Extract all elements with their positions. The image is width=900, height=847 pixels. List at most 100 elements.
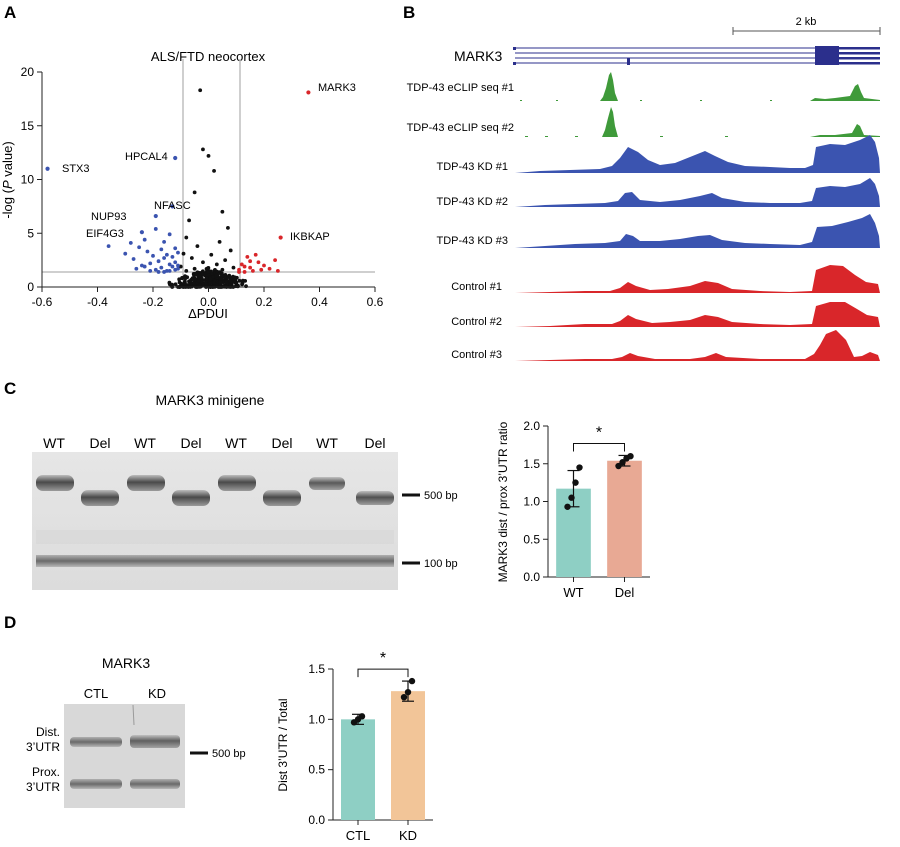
ns-point — [201, 147, 205, 152]
x-tick-label: Del — [615, 585, 635, 600]
x-tick-label: CTL — [346, 828, 371, 843]
ns-point — [220, 267, 225, 272]
up-point — [237, 270, 241, 274]
ns-point — [224, 284, 229, 289]
up-point — [259, 267, 264, 272]
track-label-kd-1: TDP-43 KD #1 — [436, 161, 508, 173]
track-label-control-2: Control #2 — [451, 316, 502, 328]
down-point — [128, 241, 133, 245]
ns-point — [231, 265, 236, 270]
ns-point — [226, 225, 230, 230]
track-label-eclip-1: TDP-43 eCLIP seq #1 — [407, 82, 514, 94]
x-axis-label: ΔPDUI — [188, 306, 228, 321]
chart-d-y-label: Dist 3’UTR / Total — [276, 698, 290, 791]
panel-c-title: MARK3 minigene — [156, 392, 265, 408]
ns-point — [181, 251, 186, 256]
label-stx3: STX3 — [62, 163, 90, 175]
ns-point — [237, 278, 242, 283]
down-point — [162, 256, 167, 260]
track-label-control-1: Control #1 — [451, 281, 502, 293]
down-point — [176, 266, 180, 271]
gel-c-marker-500-label: 500 bp — [424, 490, 458, 502]
volcano-marks — [45, 88, 311, 274]
down-point — [142, 264, 147, 269]
ns-point — [198, 88, 203, 93]
down-point — [151, 253, 155, 258]
labeled-point-stx3 — [45, 166, 50, 171]
panel-a-title: ALS/FTD neocortex — [151, 49, 266, 64]
down-point — [162, 239, 167, 244]
ns-point — [197, 283, 202, 287]
data-point — [576, 464, 583, 471]
y-tick-label: 2.0 — [523, 419, 540, 433]
up-point — [256, 260, 261, 265]
up-point — [245, 255, 250, 259]
down-point — [153, 267, 158, 272]
gel-c-lane-1: WT — [43, 435, 65, 451]
track-label-kd-3: TDP-43 KD #3 — [436, 235, 508, 247]
ns-point — [224, 280, 229, 285]
ns-point — [240, 282, 245, 287]
x-tick-label: 0.0 — [200, 295, 217, 309]
ns-point — [219, 276, 224, 281]
data-point — [408, 677, 416, 685]
x-tick-label: 0.2 — [256, 295, 273, 309]
y-tick-label: 0 — [27, 280, 34, 294]
ns-point — [182, 281, 187, 286]
labeled-point-hpcal4 — [173, 155, 178, 161]
y-tick-label: 1.5 — [523, 457, 540, 471]
x-tick-label: -0.2 — [143, 295, 164, 309]
bar-kd — [391, 691, 425, 820]
track-kd-3 — [515, 214, 880, 248]
up-point — [248, 265, 253, 270]
data-point — [400, 693, 408, 701]
ns-point — [212, 281, 217, 286]
data-point — [564, 503, 571, 510]
ns-point — [173, 282, 178, 287]
ns-point — [228, 248, 233, 253]
down-point — [164, 252, 169, 257]
panel-c: C MARK3 minigene WT Del WT Del WT Del WT… — [4, 379, 650, 600]
labeled-point-mark3 — [306, 90, 311, 95]
ns-point — [184, 268, 189, 273]
gel-c-lane-4: Del — [180, 435, 201, 451]
ns-point — [243, 278, 248, 283]
ns-point — [220, 209, 225, 214]
ns-point — [204, 276, 209, 281]
ns-point — [193, 271, 197, 276]
panel-b-letter: B — [403, 3, 415, 22]
x-tick-label: WT — [563, 585, 583, 600]
up-point — [262, 263, 266, 268]
label-nfasc: NFASC — [154, 200, 191, 212]
data-point — [619, 459, 626, 466]
up-point — [267, 266, 272, 271]
ns-point — [192, 266, 197, 271]
data-point — [572, 479, 579, 486]
gel-c-marker-100-label: 100 bp — [424, 558, 458, 570]
ns-point — [205, 266, 210, 271]
y-tick-label: 15 — [21, 119, 35, 133]
ns-point — [233, 280, 238, 285]
y-tick-label: 0.0 — [523, 570, 540, 584]
gel-c-lane-7: WT — [316, 435, 338, 451]
label-mark3: MARK3 — [318, 82, 356, 94]
panel-d: D MARK3 CTL KD Dist. 3’UTR Prox. 3’UTR 5… — [4, 613, 433, 843]
down-point — [131, 257, 136, 261]
ns-point — [196, 279, 201, 284]
chart-c-y-label: MARK3 dist / prox 3’UTR ratio — [496, 421, 510, 582]
track-label-eclip-2: TDP-43 eCLIP seq #2 — [407, 122, 514, 134]
track-control-1 — [515, 265, 880, 293]
panel-d-letter: D — [4, 613, 16, 632]
y-tick-label: 1.0 — [308, 712, 325, 726]
ns-point — [192, 190, 197, 195]
track-control-3 — [515, 330, 880, 361]
x-tick-label: 0.6 — [367, 295, 384, 309]
ns-point — [214, 262, 219, 267]
gel-c — [32, 452, 398, 590]
labeled-point-eif4g3 — [139, 230, 144, 235]
up-point — [242, 270, 247, 274]
gel-d-dist-label-2: 3’UTR — [26, 740, 60, 754]
gel-d-marker-500-label: 500 bp — [212, 748, 246, 760]
gel-c-lane-labels: WT Del WT Del WT Del WT Del — [43, 435, 385, 451]
x-tick-label: -0.6 — [32, 295, 53, 309]
